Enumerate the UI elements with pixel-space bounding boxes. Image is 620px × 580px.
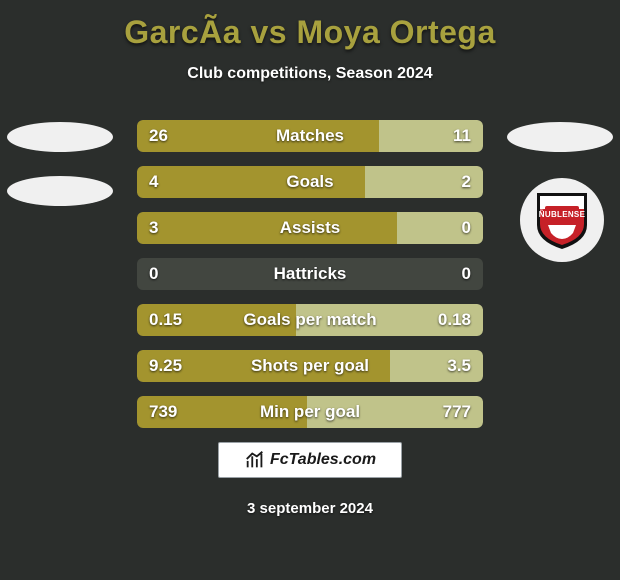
stat-label: Matches	[137, 120, 483, 152]
stat-row: 4Goals2	[137, 166, 483, 198]
stat-label: Min per goal	[137, 396, 483, 428]
stat-label: Goals per match	[137, 304, 483, 336]
stat-label: Goals	[137, 166, 483, 198]
club-logo-right-1	[507, 122, 613, 152]
stat-row: 3Assists0	[137, 212, 483, 244]
club-logo-right-2: ÑUBLENSE	[520, 178, 604, 262]
stats-rows: 26Matches114Goals23Assists00Hattricks00.…	[137, 120, 483, 442]
footer-date: 3 september 2024	[0, 500, 620, 517]
stat-value-right: 777	[443, 396, 471, 428]
footer-brand-badge[interactable]: FcTables.com	[218, 442, 402, 478]
stat-label: Shots per goal	[137, 350, 483, 382]
stat-row: 9.25Shots per goal3.5	[137, 350, 483, 382]
stat-value-right: 3.5	[447, 350, 471, 382]
stat-row: 26Matches11	[137, 120, 483, 152]
stat-label: Assists	[137, 212, 483, 244]
stat-label: Hattricks	[137, 258, 483, 290]
shield-icon: ÑUBLENSE	[533, 189, 591, 251]
page-title: GarcÃ­a vs Moya Ortega	[0, 0, 620, 51]
stat-value-right: 0	[462, 212, 471, 244]
stat-row: 739Min per goal777	[137, 396, 483, 428]
stat-value-right: 0.18	[438, 304, 471, 336]
footer-brand-text: FcTables.com	[270, 451, 376, 469]
club-logo-left-1	[7, 122, 113, 152]
stat-value-right: 2	[462, 166, 471, 198]
stat-row: 0.15Goals per match0.18	[137, 304, 483, 336]
stat-value-right: 0	[462, 258, 471, 290]
page-subtitle: Club competitions, Season 2024	[0, 65, 620, 83]
stat-row: 0Hattricks0	[137, 258, 483, 290]
stat-value-right: 11	[453, 120, 471, 152]
club-logo-left-2	[7, 176, 113, 206]
chart-icon	[244, 449, 266, 471]
shield-label: ÑUBLENSE	[533, 210, 591, 219]
